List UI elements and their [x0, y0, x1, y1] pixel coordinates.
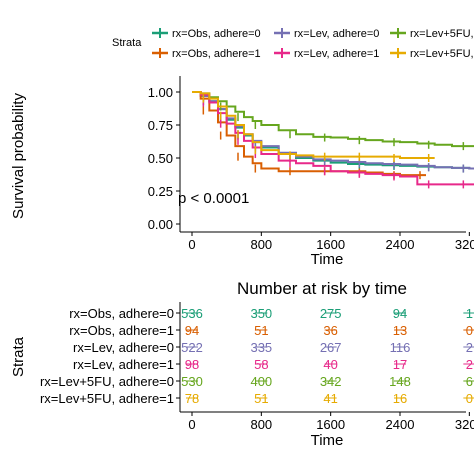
survival-plot: 0.00 0.25 0.50 0.75 1.00 0 800 1600 2400 3200 Time…	[10, 76, 474, 268]
x-tick-label: 3200	[455, 237, 474, 252]
risk-row-label: rx=Obs, adhere=1	[69, 323, 174, 338]
x-tick-label: 800	[250, 237, 272, 252]
legend-title: Strata	[112, 37, 142, 49]
risk-table-title: Number at risk by time	[237, 279, 407, 298]
risk-row-label: rx=Lev+5FU, adhere=0	[40, 374, 174, 389]
risk-x-axis-title: Time	[311, 432, 344, 449]
risk-row-label: rx=Obs, adhere=0	[69, 306, 174, 321]
x-tick-label: 0	[188, 237, 195, 252]
risk-row-label: rx=Lev, adhere=0	[73, 340, 174, 355]
risk-x-tick-label: 2400	[386, 417, 415, 432]
legend-label: rx=Obs, adhere=1	[172, 48, 261, 60]
y-tick-label: 1.00	[148, 85, 173, 100]
y-tick-label: 0.75	[148, 118, 173, 133]
p-value-annotation: p < 0.0001	[178, 190, 249, 207]
legend-label: rx=Lev, adhere=1	[294, 48, 379, 60]
y-tick-label: 0.25	[148, 184, 173, 199]
legend-label: rx=Lev+5FU, adhere=0	[410, 28, 474, 40]
x-axis-title: Time	[311, 251, 344, 268]
risk-row-label: rx=Lev+5FU, adhere=1	[40, 391, 174, 406]
x-tick-label: 1600	[316, 237, 345, 252]
y-axis-title: Survival probability	[10, 93, 27, 219]
risk-x-tick-label: 0	[188, 417, 195, 432]
risk-x-tick-label: 3200	[455, 417, 474, 432]
legend-label: rx=Lev, adhere=0	[294, 28, 379, 40]
risk-y-axis-title: Strata	[10, 336, 27, 377]
legend-label: rx=Lev+5FU, adhere=1	[410, 48, 474, 60]
legend: Strata rx=Obs, adhere=0 rx=Lev, adhere=0 r…	[112, 28, 474, 60]
survival-curve	[192, 91, 435, 159]
risk-x-tick-label: 800	[250, 417, 272, 432]
risk-row-label: rx=Lev, adhere=1	[73, 357, 174, 372]
survival-curve	[192, 91, 474, 170]
risk-table: Number at risk by time rx=Obs, adhere=0 5…	[10, 279, 474, 449]
legend-label: rx=Obs, adhere=0	[172, 28, 261, 40]
y-tick-label: 0.50	[148, 151, 173, 166]
x-tick-label: 2400	[386, 237, 415, 252]
survival-curve	[192, 91, 474, 148]
risk-x-tick-label: 1600	[316, 417, 345, 432]
y-tick-label: 0.00	[148, 217, 173, 232]
